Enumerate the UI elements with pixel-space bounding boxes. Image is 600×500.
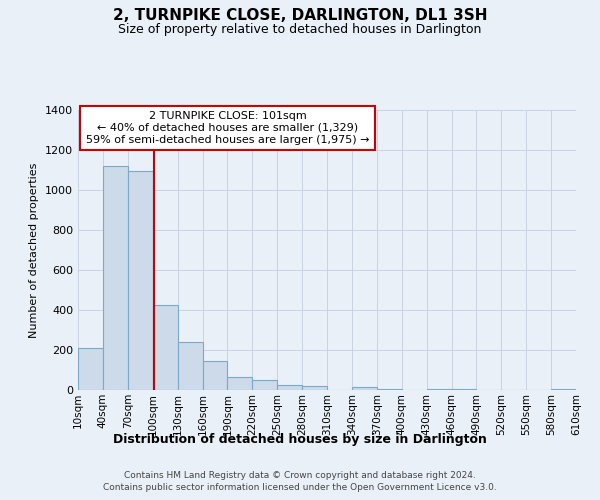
Bar (128, 171, 153, 390)
Text: Size of property relative to detached houses in Darlington: Size of property relative to detached ho… (118, 22, 482, 36)
Bar (302, 386, 327, 390)
Text: 2, TURNPIKE CLOSE, DARLINGTON, DL1 3SH: 2, TURNPIKE CLOSE, DARLINGTON, DL1 3SH (113, 8, 487, 22)
Text: 2 TURNPIKE CLOSE: 101sqm
← 40% of detached houses are smaller (1,329)
59% of sem: 2 TURNPIKE CLOSE: 101sqm ← 40% of detach… (86, 112, 369, 144)
Bar (427, 389, 452, 390)
Bar (277, 384, 302, 390)
Bar (203, 362, 227, 390)
Text: Contains public sector information licensed under the Open Government Licence v3: Contains public sector information licen… (103, 484, 497, 492)
Bar (452, 389, 476, 390)
Bar (227, 378, 253, 390)
Text: Contains HM Land Registry data © Crown copyright and database right 2024.: Contains HM Land Registry data © Crown c… (124, 471, 476, 480)
Y-axis label: Number of detached properties: Number of detached properties (29, 162, 40, 338)
Bar (103, 166, 128, 390)
Bar (178, 342, 203, 390)
Bar (352, 387, 377, 390)
Bar (551, 389, 576, 390)
Bar (377, 389, 402, 390)
Bar (253, 380, 277, 390)
Bar (78, 348, 103, 390)
Bar (152, 305, 178, 390)
Text: Distribution of detached houses by size in Darlington: Distribution of detached houses by size … (113, 432, 487, 446)
